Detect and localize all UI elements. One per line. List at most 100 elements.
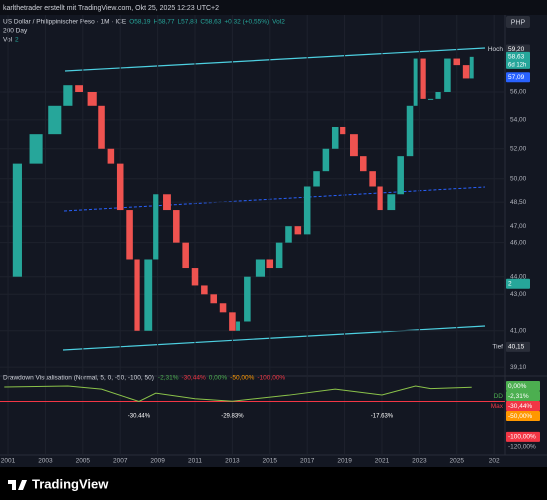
badge-tag: Tief (492, 344, 503, 351)
candle (377, 186, 383, 211)
candle (153, 194, 159, 260)
candle (427, 98, 434, 100)
badge-label: 2 (508, 280, 512, 287)
candle (236, 321, 240, 331)
badge-tag: DD (494, 393, 504, 400)
candle (406, 105, 414, 157)
candle (435, 91, 441, 99)
legend-text: Vol2 (272, 19, 285, 26)
y-tick-label: 54,00 (510, 117, 527, 124)
x-tick-label: 2019 (337, 458, 352, 465)
legend-text: O58,19 (129, 19, 151, 26)
price-badge (506, 341, 530, 352)
candle (313, 171, 320, 187)
badge-label: -30,44% (508, 403, 532, 410)
legend-text: 2 (15, 37, 19, 44)
indicator-value: -100,00% (257, 375, 285, 382)
legend-text: L57,83 (177, 19, 197, 26)
x-tick-label: 2005 (76, 458, 91, 465)
y-tick-label: 43,00 (510, 291, 527, 298)
candle (397, 156, 404, 195)
candle (469, 56, 474, 79)
legend-text: +0,32 (+0,55%) (224, 19, 269, 26)
candle (182, 242, 189, 269)
badge-label: 40,15 (508, 344, 525, 351)
footer (0, 467, 547, 500)
badge-label: -2,31% (508, 393, 529, 400)
candle (360, 156, 367, 172)
candle (87, 91, 97, 106)
candle (303, 186, 311, 235)
candle (255, 259, 266, 277)
candle (29, 134, 43, 164)
annotation: -17.63% (371, 414, 394, 420)
legend-text: US Dollar / Philippinischer Peso · 1M · … (3, 19, 127, 26)
candle (116, 163, 124, 211)
indicator-value: -50,00% (230, 375, 254, 382)
annotation: -30.44% (128, 414, 151, 420)
top-bar (0, 0, 547, 15)
candle (413, 58, 418, 106)
dd-badge (506, 391, 540, 402)
x-tick-label: 2007 (113, 458, 128, 465)
candle (294, 226, 302, 235)
annotation: -29.83% (221, 414, 244, 420)
candle (244, 276, 251, 322)
candle (350, 134, 358, 157)
indicator-value: -2,31% (158, 375, 179, 382)
x-tick-label: 2023 (412, 458, 427, 465)
legend-text: H58,77 (154, 19, 175, 26)
drawdown-line (4, 385, 472, 403)
legend-text: C58,63 (200, 19, 221, 26)
candle (210, 294, 217, 304)
candle (75, 85, 84, 92)
candle (322, 148, 330, 172)
currency-button[interactable] (506, 16, 530, 28)
y-tick-label: 46,00 (510, 239, 527, 246)
x-tick-label: 2015 (263, 458, 278, 465)
candle (134, 259, 140, 331)
badge-label: 58,63 (508, 54, 525, 61)
badge-sub: 6d 12h (508, 62, 526, 68)
badge-label: -50,00% (508, 413, 532, 420)
indicator-value: -30,44% (182, 375, 206, 382)
candle (340, 126, 346, 135)
badge-label: 0,00% (508, 383, 527, 390)
candle (107, 148, 115, 164)
channel-lower (62, 325, 486, 351)
badge-tag: Hoch (488, 46, 504, 53)
y-tick-label: 44,00 (510, 273, 527, 280)
candle (229, 312, 236, 331)
badge-label: -100,00% (508, 434, 536, 441)
x-tick-label: 202 (489, 458, 500, 465)
badge-label: 57,09 (508, 74, 525, 81)
header-title: karlthetrader erstellt mit TradingView.c… (3, 5, 219, 12)
y-tick-label: 47,00 (510, 223, 527, 230)
candle (369, 171, 376, 187)
price-badge (506, 72, 530, 83)
dd-badge (506, 401, 540, 412)
candle (126, 210, 133, 260)
channel-upper (64, 47, 486, 72)
candle (453, 58, 461, 66)
candle (331, 126, 339, 149)
legend-ma: 200 Day (3, 28, 28, 35)
y-tick-label: 48,50 (510, 199, 527, 206)
badge-tag: Max (491, 403, 504, 410)
x-tick-label: 2013 (225, 458, 240, 465)
candle (275, 242, 283, 269)
dd-badge (506, 431, 540, 442)
candle (387, 194, 396, 211)
logo (8, 480, 27, 490)
y-tick-label: 56,00 (510, 89, 527, 96)
candle (444, 58, 451, 92)
x-tick-label: 2017 (300, 458, 315, 465)
x-tick-label: 2009 (150, 458, 165, 465)
price-badge (506, 278, 530, 289)
y-tick-label: 39,10 (510, 364, 527, 371)
candle (98, 105, 105, 149)
currency: PHP (511, 19, 526, 26)
candle (163, 194, 171, 211)
